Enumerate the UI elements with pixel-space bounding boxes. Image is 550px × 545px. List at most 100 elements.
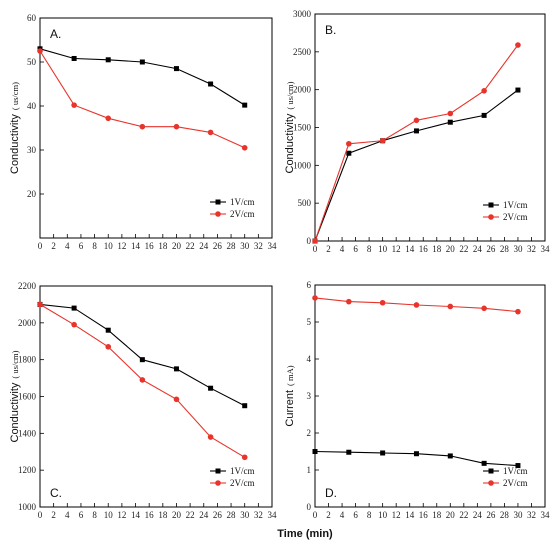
x-tick-label: 0 (313, 510, 318, 520)
legend-marker (215, 468, 221, 474)
x-tick-label: 0 (313, 244, 318, 254)
y-tick-label: 3 (307, 391, 312, 401)
legend-label: 1V/cm (503, 466, 528, 476)
x-tick-label: 2 (326, 244, 331, 254)
x-tick-label: 34 (268, 510, 278, 520)
series-line-2 (314, 44, 519, 242)
x-tick-label: 30 (240, 510, 250, 520)
data-point (481, 305, 487, 312)
y-axis-unit: ( us/cm) (10, 350, 20, 378)
x-tick-label: 30 (513, 510, 523, 520)
x-tick-label: 26 (213, 241, 223, 251)
x-tick-label: 4 (65, 510, 70, 520)
chart-panel-3: 0 2 4 6 8 10 12 14 16 18 20 22 24 26 28 30 32 34100012001… (9, 281, 277, 520)
legend-marker (488, 202, 494, 208)
x-tick-label: 6 (79, 510, 84, 520)
y-axis-unit: ( us/cm) (10, 82, 20, 110)
legend-marker (488, 468, 494, 474)
y-tick-label: 60 (27, 13, 37, 23)
x-tick-label: 10 (104, 241, 114, 251)
series-line-1 (314, 89, 519, 242)
x-tick-label: 22 (186, 241, 195, 251)
data-point (346, 140, 352, 147)
x-tick-label: 16 (145, 510, 155, 520)
y-tick-label: 2 (307, 428, 312, 438)
y-axis-label-text: Conductivity (284, 113, 296, 173)
panels: 0 2 4 6 8 10 12 14 16 18 20 22 24 26 28 30 32 34203040506… (9, 9, 550, 520)
series-line-2 (39, 50, 245, 149)
x-tick-label: 10 (104, 510, 114, 520)
y-axis-label-text: Current (284, 390, 296, 427)
x-tick-label: 2 (51, 241, 56, 251)
x-tick-label: 20 (446, 510, 456, 520)
x-tick-label: 22 (186, 510, 195, 520)
data-point (447, 303, 454, 310)
x-tick-label: 6 (353, 510, 358, 520)
data-point (515, 463, 521, 469)
x-tick-label: 18 (158, 241, 168, 251)
x-tick-label: 20 (172, 241, 182, 251)
y-axis-unit: ( mA) (285, 365, 295, 386)
x-tick-label: 22 (459, 244, 468, 254)
data-point (312, 295, 318, 301)
data-point (447, 119, 453, 125)
x-tick-label: 26 (486, 244, 496, 254)
legend-label: 1V/cm (230, 197, 255, 207)
data-point (515, 308, 521, 315)
x-tick-label: 14 (405, 244, 415, 254)
y-tick-label: 2200 (18, 281, 37, 291)
x-tick-label: 24 (199, 510, 209, 520)
x-tick-label: 12 (392, 510, 401, 520)
panel-label: A. (50, 27, 61, 41)
y-tick-label: 1 (307, 465, 312, 475)
x-tick-label: 16 (145, 241, 155, 251)
x-tick-label: 4 (340, 510, 345, 520)
x-tick-label: 28 (500, 244, 510, 254)
data-point (208, 81, 214, 87)
x-tick-label: 12 (392, 244, 401, 254)
x-tick-label: 4 (65, 241, 70, 251)
x-tick-label: 6 (353, 244, 358, 254)
legend-marker (215, 211, 221, 217)
chart-panel-4: 0 2 4 6 8 10 12 14 16 18 20 22 24 26 28 30 32 340123456Cu… (284, 280, 550, 520)
x-tick-label: 32 (527, 244, 536, 254)
x-tick-label: 24 (199, 241, 209, 251)
x-tick-label: 2 (326, 510, 331, 520)
x-tick-label: 16 (419, 244, 429, 254)
legend-marker (488, 214, 494, 220)
x-tick-label: 0 (38, 510, 43, 520)
y-tick-label: 1000 (293, 160, 312, 170)
y-axis-label: Conductivity ( us/cm) (9, 350, 21, 442)
x-tick-label: 18 (432, 510, 442, 520)
data-point (173, 366, 179, 372)
data-point (71, 102, 77, 108)
data-point (413, 302, 420, 308)
data-point (379, 137, 386, 144)
y-tick-label: 500 (298, 198, 312, 208)
x-tick-label: 6 (79, 241, 84, 251)
x-tick-label: 10 (378, 244, 388, 254)
x-tick-label: 24 (473, 244, 483, 254)
x-tick-label: 34 (541, 244, 550, 254)
x-tick-label: 34 (268, 241, 278, 251)
x-tick-label: 14 (405, 510, 415, 520)
legend-label: 2V/cm (230, 209, 255, 219)
x-tick-label: 20 (446, 244, 456, 254)
plot-frame (39, 17, 273, 239)
data-point (173, 66, 179, 72)
chart-panel-2: 0 2 4 6 8 10 12 14 16 18 20 22 24 26 28 30 32 34050010001… (284, 9, 550, 254)
y-tick-label: 1000 (18, 502, 37, 512)
y-tick-label: 1400 (18, 428, 37, 438)
x-tick-label: 0 (38, 241, 43, 251)
x-tick-label: 28 (227, 510, 237, 520)
legend-marker (215, 480, 221, 486)
x-tick-label: 34 (541, 510, 550, 520)
data-point (71, 55, 77, 61)
data-point (515, 87, 521, 93)
x-tick-label: 22 (459, 510, 468, 520)
y-axis-label: Current ( mA) (284, 365, 296, 426)
y-tick-label: 0 (307, 502, 312, 512)
data-point (413, 117, 420, 124)
x-tick-label: 30 (240, 241, 250, 251)
